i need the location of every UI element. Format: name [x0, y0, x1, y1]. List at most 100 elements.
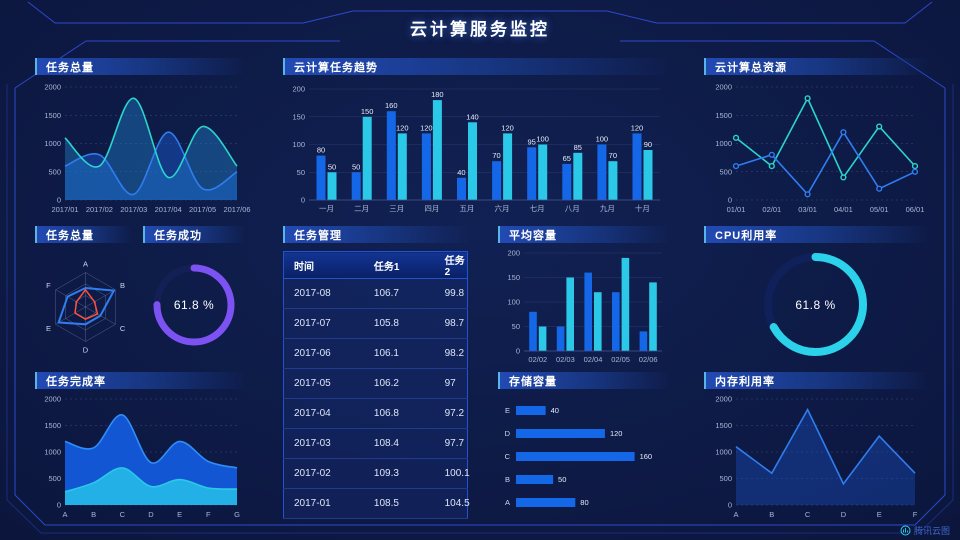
svg-text:200: 200	[292, 85, 305, 94]
table-cell: 2017-08	[283, 278, 364, 309]
svg-text:四月: 四月	[424, 204, 439, 213]
table-row: 2017-05 106.2 97	[283, 368, 468, 399]
svg-text:120: 120	[396, 123, 409, 132]
svg-text:02/05: 02/05	[611, 355, 630, 364]
panel-title: 任务总量	[46, 230, 94, 242]
task-radar-chart: A B C D E F	[35, 243, 132, 367]
table-cell: 108.5	[363, 488, 435, 519]
table-cell: 97	[434, 368, 468, 399]
svg-text:40: 40	[457, 168, 465, 177]
svg-text:1000: 1000	[44, 139, 61, 148]
svg-text:D: D	[505, 429, 511, 438]
svg-text:50: 50	[352, 162, 360, 171]
svg-text:100: 100	[596, 135, 609, 144]
avg-capacity-bar-chart: 0 50 100 150 200 02/02 02/03 02/04 02/05 02/06	[498, 243, 668, 366]
svg-text:D: D	[841, 510, 847, 519]
panel-header: 任务成功	[143, 226, 245, 243]
panel-avg-capacity: 平均容量 0 50 100 150 200 02/02 02/03 02/04 02/05 02/…	[498, 226, 668, 366]
svg-text:九月: 九月	[600, 204, 615, 213]
table-row: 2017-08 106.7 99.8	[283, 278, 468, 309]
svg-text:50: 50	[512, 322, 520, 331]
task-trend-bar-chart: 0 50 100 150 200 80 50 160 120 40 70 95 65 100 120 50 15…	[283, 75, 668, 215]
svg-text:2017/02: 2017/02	[86, 205, 113, 214]
table-row: 2017-02 109.3 100.1	[283, 458, 470, 489]
panel-header: 存储容量	[498, 372, 668, 389]
svg-text:0: 0	[57, 196, 61, 205]
svg-text:三月: 三月	[389, 204, 404, 213]
table-cell: 98.7	[434, 308, 468, 339]
table-row: 2017-07 105.8 98.7	[283, 308, 468, 339]
panel-task-completion: 任务完成率 0 500 1000 1500 2000 A B C D E F G	[35, 372, 245, 520]
panel-task-radar: 任务总量 A B C D E F	[35, 226, 132, 367]
storage-capacity-hbar-chart: E 40 D 120 C 160 B 50 A 80	[498, 389, 668, 520]
watermark-text: 腾讯云图	[913, 526, 950, 536]
svg-text:80: 80	[317, 146, 325, 155]
svg-text:80: 80	[580, 498, 588, 507]
table-row: 2017-01 108.5 104.5	[283, 488, 470, 519]
svg-text:50: 50	[558, 475, 566, 484]
svg-text:500: 500	[48, 474, 61, 483]
panel-header: 云计算任务趋势	[283, 58, 668, 75]
svg-text:1500: 1500	[44, 111, 61, 120]
svg-text:C: C	[505, 452, 511, 461]
table-cell: 2017-06	[283, 338, 364, 369]
table-cell: 106.7	[363, 278, 435, 309]
table-cell: 99.8	[434, 278, 468, 309]
svg-text:1500: 1500	[715, 421, 732, 430]
panel-header: 云计算总资源	[704, 58, 927, 75]
svg-text:500: 500	[48, 167, 61, 176]
svg-text:F: F	[46, 281, 51, 290]
svg-text:2017/05: 2017/05	[189, 205, 216, 214]
svg-text:180: 180	[431, 90, 444, 99]
table-cell: 98.2	[434, 338, 468, 369]
panel-header: 平均容量	[498, 226, 668, 243]
svg-text:B: B	[91, 510, 96, 519]
svg-text:一月: 一月	[319, 204, 334, 213]
table-column-header: 时间	[283, 251, 364, 279]
svg-text:B: B	[120, 281, 125, 290]
task-total-area-chart: 0 500 1000 1500 2000 2017/01 2017/02 2017/03 201…	[35, 75, 250, 215]
svg-text:40: 40	[551, 406, 559, 415]
svg-text:02/02: 02/02	[528, 355, 547, 364]
panel-title: 任务总量	[46, 62, 94, 74]
brand-watermark: 腾讯云图	[900, 524, 950, 537]
page-title: 云计算服务监控	[410, 20, 550, 39]
svg-text:02/06: 02/06	[639, 355, 658, 364]
panel-cpu-usage: CPU利用率 61.8 %	[704, 226, 927, 366]
svg-text:G: G	[234, 510, 240, 519]
svg-text:2017/03: 2017/03	[120, 205, 147, 214]
svg-text:85: 85	[574, 143, 582, 152]
panel-header: CPU利用率	[704, 226, 927, 243]
svg-text:100: 100	[292, 140, 305, 149]
svg-text:120: 120	[631, 123, 644, 132]
svg-text:1000: 1000	[715, 139, 732, 148]
svg-text:150: 150	[361, 107, 374, 116]
panel-header: 任务总量	[35, 226, 132, 243]
table-cell: 97.7	[434, 428, 468, 459]
watermark-icon	[900, 525, 911, 536]
svg-text:160: 160	[640, 452, 653, 461]
svg-text:1500: 1500	[715, 111, 732, 120]
svg-text:05/01: 05/01	[870, 205, 889, 214]
table-cell: 106.2	[363, 368, 435, 399]
panel-title: 存储容量	[509, 376, 557, 388]
task-table: 时间 任务1 任务2 2017-08 106.7 99.8 2017-07 105.8 98.7…	[283, 251, 470, 519]
table-cell: 2017-05	[283, 368, 364, 399]
svg-text:2017/01: 2017/01	[51, 205, 78, 214]
panel-title: 云计算任务趋势	[294, 62, 378, 74]
svg-text:B: B	[769, 510, 774, 519]
svg-text:1000: 1000	[715, 448, 732, 457]
svg-text:160: 160	[385, 101, 398, 110]
table-cell: 106.8	[363, 398, 435, 429]
task-completion-area-chart: 0 500 1000 1500 2000 A B C D E F G	[35, 389, 245, 520]
panel-total-resources: 云计算总资源 0 500 1000 1500 2000 01/01 02/01 03/01 04…	[704, 58, 927, 215]
svg-text:500: 500	[719, 167, 732, 176]
svg-text:100: 100	[536, 135, 549, 144]
svg-text:二月: 二月	[354, 204, 369, 213]
panel-header: 任务管理	[283, 226, 468, 243]
panel-header: 内存利用率	[704, 372, 927, 389]
svg-text:04/01: 04/01	[834, 205, 853, 214]
svg-text:D: D	[83, 345, 89, 354]
svg-text:十月: 十月	[635, 203, 650, 213]
svg-text:2017/06: 2017/06	[223, 205, 250, 214]
